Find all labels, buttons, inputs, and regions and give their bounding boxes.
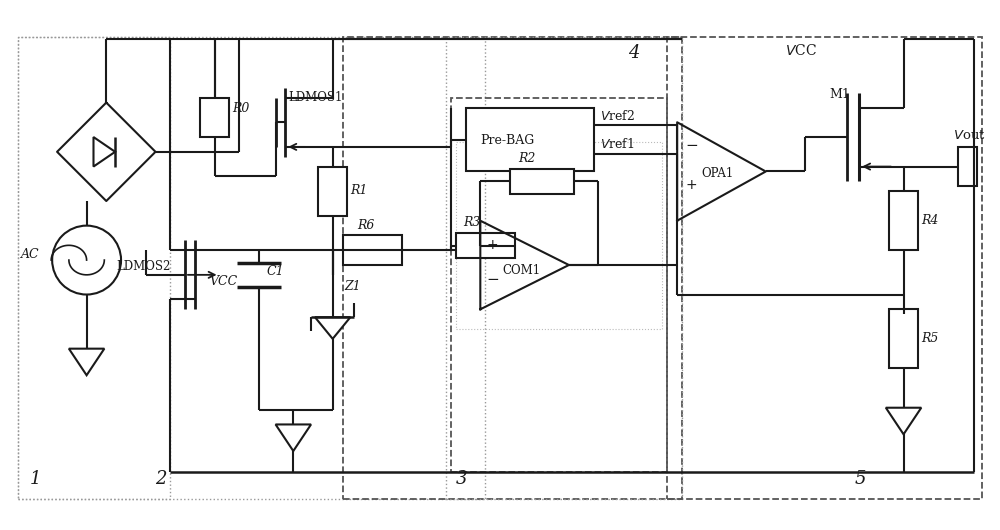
Bar bbox=[318, 166, 347, 216]
Text: LDMOS2: LDMOS2 bbox=[116, 260, 171, 273]
Text: 1: 1 bbox=[30, 471, 41, 489]
Text: 3: 3 bbox=[456, 471, 467, 489]
Text: +: + bbox=[685, 178, 697, 192]
Text: $\it{V}$ref2: $\it{V}$ref2 bbox=[600, 109, 636, 122]
Text: R1: R1 bbox=[350, 184, 368, 197]
Polygon shape bbox=[93, 137, 115, 166]
Bar bbox=[889, 191, 918, 250]
Text: −: − bbox=[486, 272, 499, 287]
Text: Pre-BAG: Pre-BAG bbox=[480, 134, 535, 147]
Bar bbox=[510, 169, 574, 194]
Text: R3: R3 bbox=[464, 216, 481, 229]
Text: 4: 4 bbox=[628, 45, 639, 63]
Text: R6: R6 bbox=[357, 218, 375, 232]
Bar bbox=[451, 98, 667, 472]
Text: $\it{V}$ref1: $\it{V}$ref1 bbox=[600, 137, 635, 151]
Polygon shape bbox=[69, 349, 104, 375]
Text: +: + bbox=[486, 238, 498, 252]
Text: Z1: Z1 bbox=[344, 280, 361, 293]
Bar bbox=[446, 37, 682, 499]
Text: COM1: COM1 bbox=[502, 264, 540, 277]
Bar bbox=[343, 37, 682, 499]
Text: R5: R5 bbox=[921, 332, 939, 345]
Text: $\it{V}$out: $\it{V}$out bbox=[953, 129, 985, 142]
Bar bbox=[200, 98, 229, 137]
Bar bbox=[456, 233, 515, 258]
Text: 5: 5 bbox=[854, 471, 866, 489]
Text: R2: R2 bbox=[518, 152, 535, 165]
Text: OPA1: OPA1 bbox=[702, 167, 734, 180]
Text: R4: R4 bbox=[921, 214, 939, 227]
Text: R0: R0 bbox=[232, 102, 250, 116]
Bar bbox=[18, 37, 170, 499]
Bar bbox=[466, 108, 594, 172]
Bar bbox=[958, 147, 977, 186]
Text: LDMOS1: LDMOS1 bbox=[288, 91, 343, 104]
Bar bbox=[667, 37, 982, 499]
Polygon shape bbox=[886, 408, 921, 434]
Bar bbox=[343, 235, 402, 265]
Text: $\it{V}$CC: $\it{V}$CC bbox=[785, 43, 817, 58]
Text: M1: M1 bbox=[830, 87, 851, 101]
Polygon shape bbox=[315, 317, 350, 339]
Text: 2: 2 bbox=[156, 471, 167, 489]
Text: VCC: VCC bbox=[210, 275, 238, 288]
Text: C1: C1 bbox=[267, 265, 284, 278]
Bar bbox=[456, 142, 662, 329]
Polygon shape bbox=[276, 425, 311, 451]
Text: −: − bbox=[685, 138, 698, 153]
Text: AC: AC bbox=[21, 248, 39, 261]
Bar bbox=[18, 37, 485, 499]
Bar bbox=[889, 310, 918, 368]
